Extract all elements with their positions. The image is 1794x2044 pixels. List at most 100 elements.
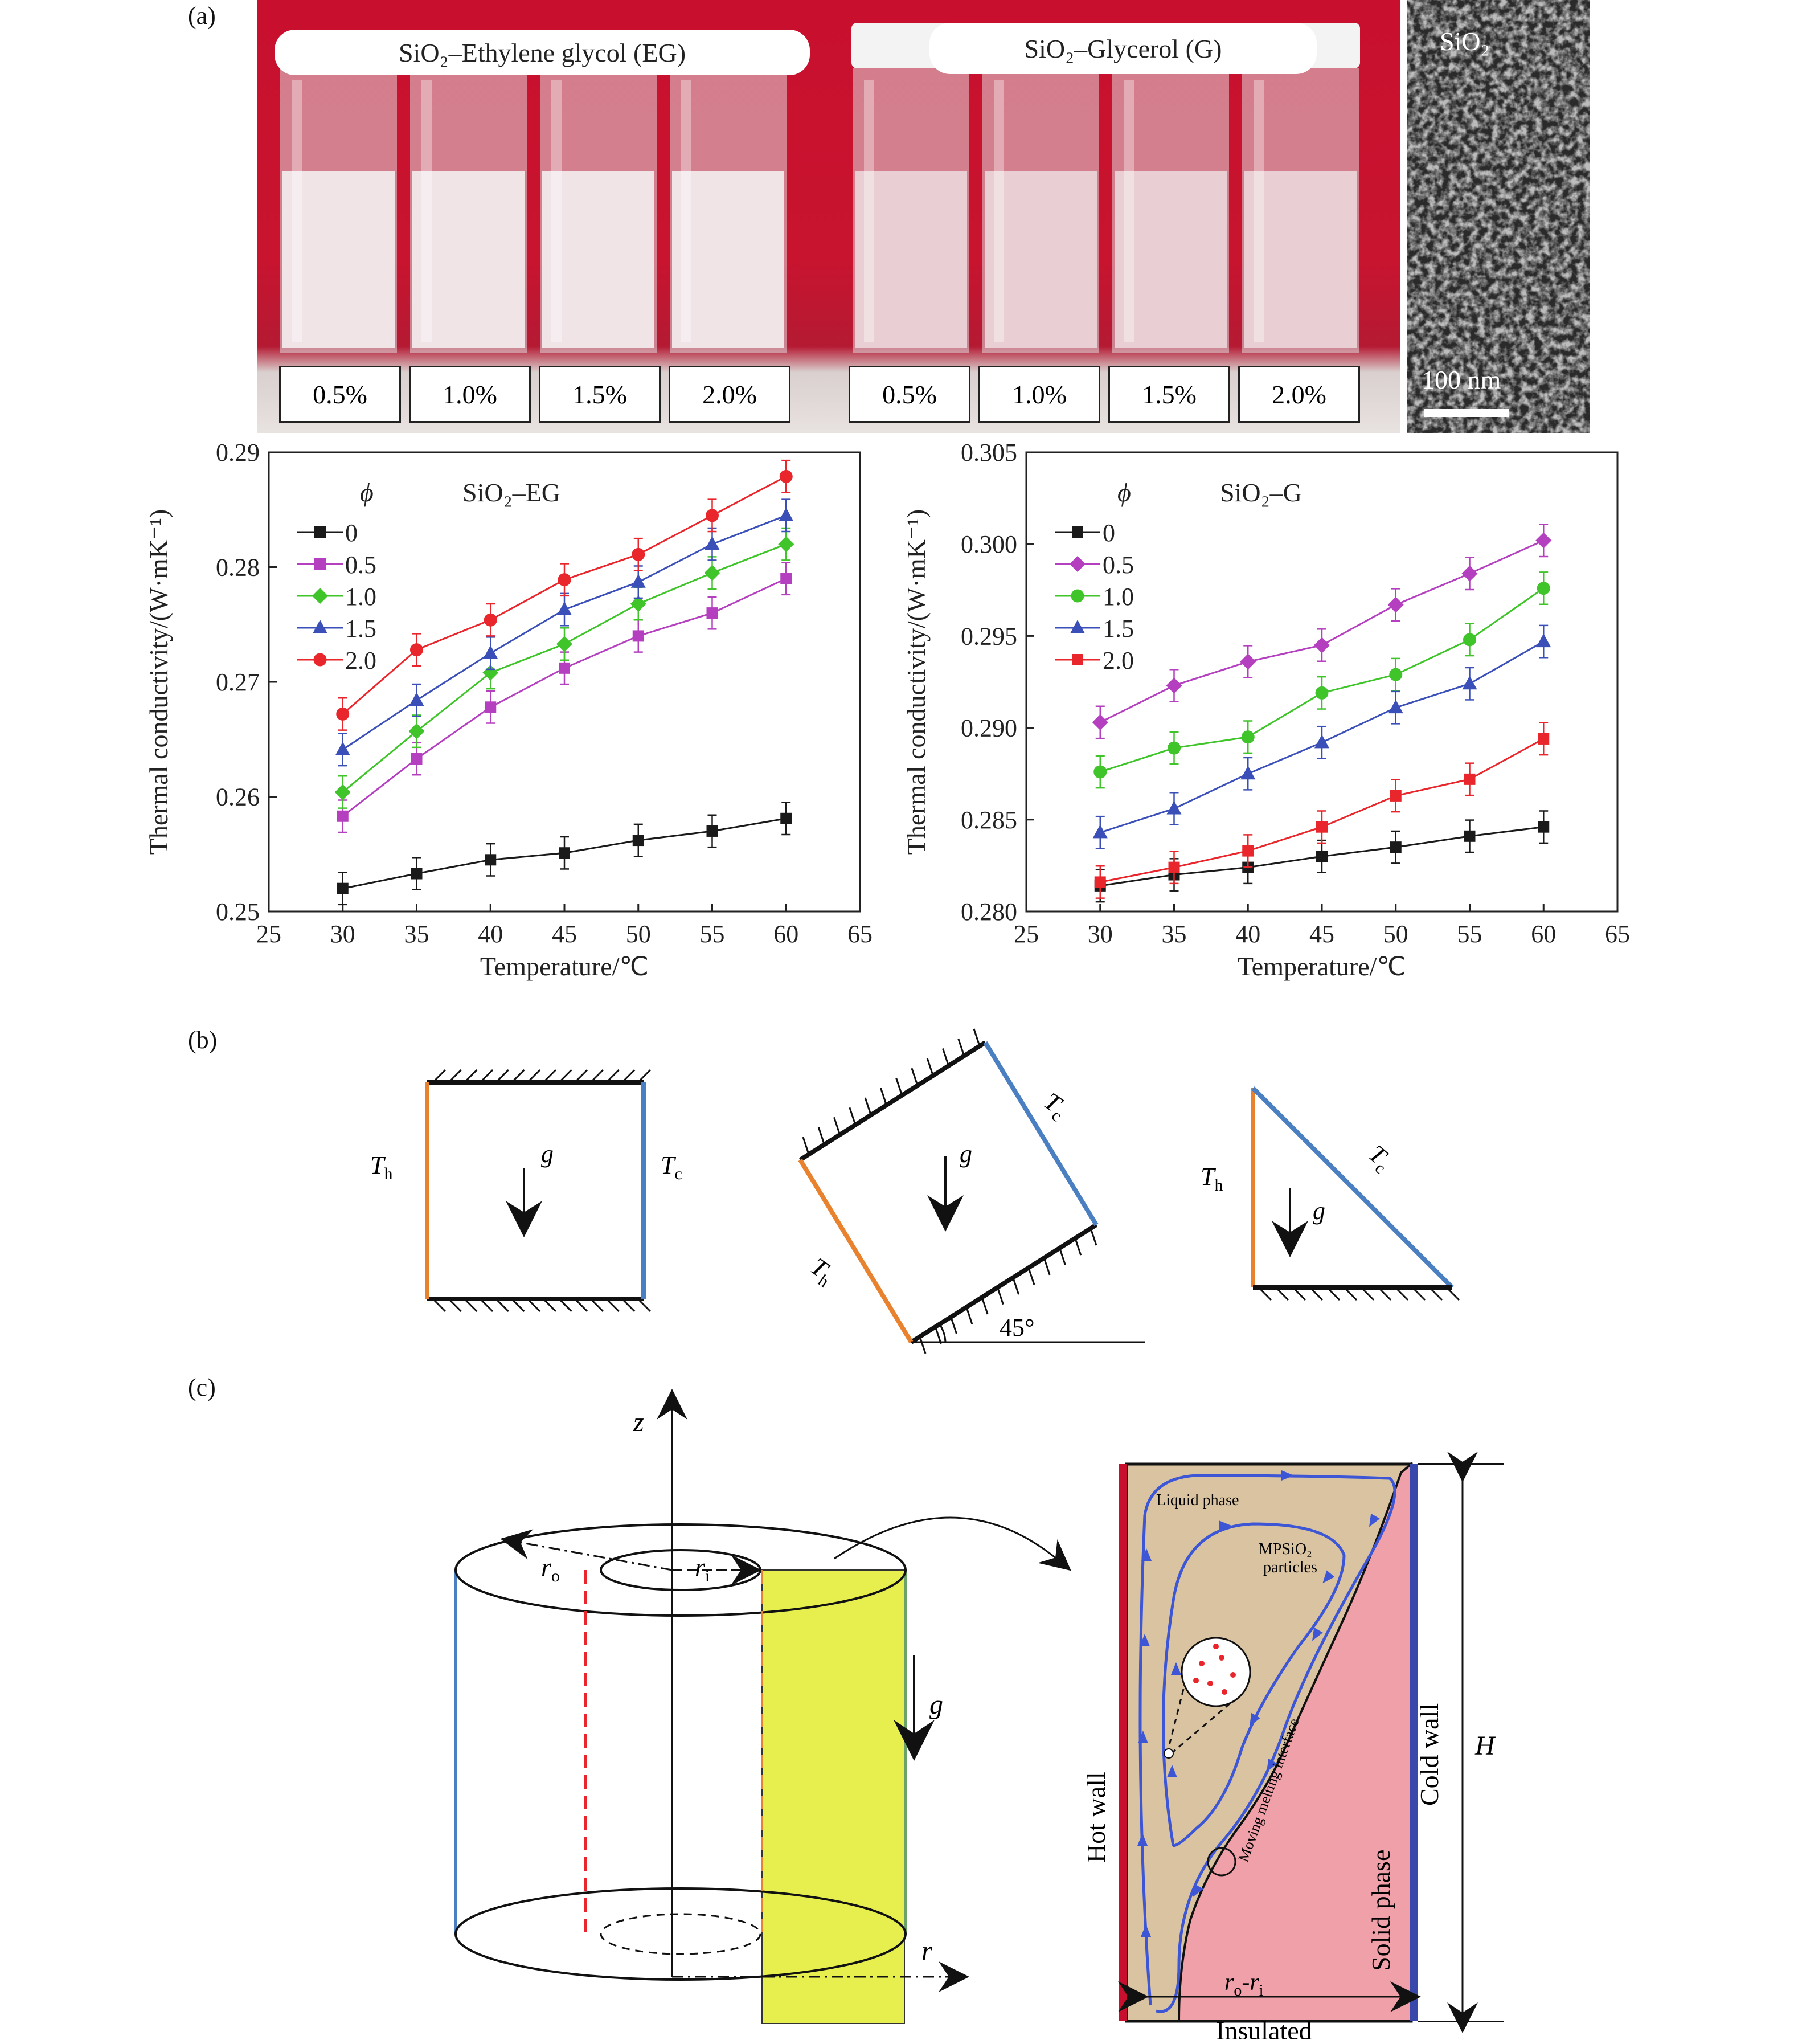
r-axis-label: r [921, 1936, 932, 1966]
stream-arrow [1138, 1731, 1148, 1743]
y-tick-label: 0.280 [961, 898, 1017, 926]
x-tick-label: 60 [1531, 920, 1556, 948]
data-point [1461, 565, 1478, 582]
data-point [780, 812, 792, 824]
solid-phase-label: Solid phase [1366, 1850, 1395, 1971]
data-point [557, 602, 572, 616]
hatch-mark [495, 1298, 509, 1313]
data-point [779, 469, 793, 483]
legend-label: 2.0 [345, 647, 376, 674]
data-point [1314, 637, 1330, 653]
stream-arrow [1250, 1712, 1260, 1727]
data-point [1072, 526, 1083, 538]
hatch-mark [589, 1069, 604, 1084]
x-tick-label: 60 [773, 920, 798, 948]
hatch-mark [511, 1298, 525, 1313]
vial-liquid [282, 171, 395, 348]
data-point [706, 509, 719, 522]
hatch-mark [480, 1069, 494, 1084]
x-tick-label: 30 [330, 920, 355, 948]
data-point [1166, 800, 1182, 815]
hatch-mark [895, 1077, 903, 1095]
chart-sio2-g: 25 30 35 40 45 50 55 60 65 0.280 0.285 0.290 0.295 0.… [902, 439, 1630, 981]
vial-liquid [1115, 171, 1227, 348]
data-point [559, 662, 570, 674]
hatch-mark [574, 1069, 588, 1084]
data-point [706, 825, 718, 837]
data-point [411, 868, 423, 880]
hatch-mark [1043, 1257, 1051, 1276]
hatch-mark [448, 1069, 462, 1084]
hatch-mark [589, 1298, 604, 1313]
data-point [705, 536, 720, 550]
legend-label: 1.5 [345, 615, 376, 643]
hatch-mark [605, 1069, 620, 1084]
y-tick-label: 0.295 [961, 622, 1017, 650]
square-cavity [425, 1069, 652, 1313]
y-tick-label: 0.27 [216, 668, 260, 696]
hatch-mark [432, 1298, 447, 1313]
y-tick-label: 0.25 [216, 898, 260, 926]
stream-arrow [1267, 1758, 1277, 1772]
liquid-phase-label: Liquid phase [1156, 1491, 1239, 1509]
data-point [1537, 582, 1550, 595]
hatch-mark [542, 1069, 556, 1084]
hatch-mark [1428, 1286, 1443, 1301]
data-point [313, 653, 327, 667]
vial-highlight [421, 80, 432, 342]
data-point [312, 588, 328, 604]
hatch-mark [926, 1058, 934, 1076]
eg-conc-box-1: 0.5% [279, 366, 401, 423]
hatch-mark [879, 1088, 887, 1106]
data-point [483, 645, 498, 659]
data-point [410, 643, 423, 657]
data-point [780, 573, 792, 584]
cold-wall-label: Cold wall [1415, 1703, 1444, 1806]
hatch-mark [527, 1298, 541, 1313]
triangle-cavity [1251, 1086, 1460, 1301]
hatch-mark [849, 1107, 857, 1125]
hatch-mark [511, 1069, 525, 1084]
x-tick-label: 50 [626, 920, 651, 948]
hatch-mark [1326, 1286, 1341, 1301]
data-point [1093, 765, 1107, 779]
legend-label: 0.5 [345, 551, 376, 579]
vial-liquid [985, 171, 1097, 348]
square-cold-label: Tc [661, 1151, 682, 1183]
data-point [1070, 620, 1085, 633]
eg-conc-label: 0.5% [313, 379, 367, 409]
x-tick-label: 40 [1235, 920, 1260, 948]
g-conc-box-2: 1.0% [978, 366, 1100, 423]
data-point [558, 573, 571, 587]
data-point [1316, 851, 1328, 862]
hatch-mark [1360, 1286, 1375, 1301]
square-gravity-label: g [541, 1140, 554, 1168]
data-point [1094, 876, 1106, 888]
hatch-mark [919, 1336, 927, 1354]
particles-label-1: MPSiO₂ [1259, 1540, 1312, 1558]
x-tick-label: 55 [700, 920, 725, 948]
x-axis-label: Temperature/℃ [480, 952, 649, 981]
y-tick-label: 0.28 [216, 554, 260, 582]
legend-title: ϕ [1117, 478, 1131, 507]
hatch-mark [1343, 1286, 1358, 1301]
ri-label: ri [695, 1552, 710, 1585]
hatch-mark [1377, 1286, 1392, 1301]
data-point [1241, 730, 1255, 744]
data-point [1388, 700, 1403, 714]
data-point [337, 810, 349, 822]
stream-arrow [1219, 1520, 1231, 1531]
data-point [1389, 668, 1403, 681]
data-point [704, 565, 720, 581]
data-point [1538, 821, 1550, 833]
data-point [779, 507, 794, 521]
x-tick-label: 45 [1309, 920, 1334, 948]
legend-label: 1.0 [1103, 583, 1134, 611]
z-axis-label: z [633, 1407, 644, 1437]
particles-label-2: particles [1263, 1559, 1317, 1576]
g-conc-box-3: 1.5% [1108, 366, 1230, 423]
hatch-mark [1292, 1286, 1306, 1301]
hatch-mark [527, 1069, 541, 1084]
y-tick-label: 0.285 [961, 806, 1017, 834]
legend-label: 2.0 [1103, 647, 1134, 674]
